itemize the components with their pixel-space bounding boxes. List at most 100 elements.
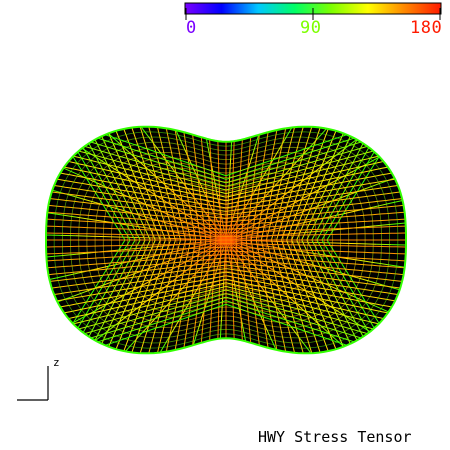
mesh-meridian-segment [175, 129, 181, 140]
plot-caption: HWY Stress Tensor [258, 428, 412, 446]
mesh-meridian-segment [153, 218, 169, 224]
mesh-meridian-segment [220, 248, 224, 258]
mesh-meridian-segment [181, 305, 189, 316]
mesh-meridian-segment [235, 248, 246, 259]
axis-label-z: z [53, 356, 60, 369]
mesh-meridian-segment [303, 343, 312, 354]
mesh-meridian-segment [176, 173, 184, 184]
mesh-meridian-segment [317, 128, 327, 139]
mesh-meridian-segment [180, 238, 197, 240]
axis-indicator: z [17, 356, 60, 401]
mesh-meridian-segment [285, 277, 299, 287]
stress-tensor-surface[interactable] [37, 108, 415, 373]
mesh-row-line [46, 264, 406, 291]
mesh-row-line [46, 139, 406, 191]
mesh-meridian-segment [71, 291, 86, 298]
mesh-ring [209, 229, 243, 251]
mesh-meridian-segment [299, 219, 315, 225]
mesh-meridian-segment [309, 137, 319, 148]
surface-rim [45, 125, 407, 355]
mesh-row-line [46, 161, 406, 202]
mesh-meridian-segment [196, 240, 212, 244]
mesh-meridian-segment [241, 324, 245, 333]
mesh-row-line [46, 218, 406, 230]
mesh-ring [201, 224, 251, 256]
mesh-meridian-segment [271, 340, 277, 351]
mesh-meridian-segment [153, 193, 167, 203]
mesh-ring [184, 213, 268, 267]
mesh-meridian-segment [387, 200, 403, 205]
mesh-ring [217, 234, 235, 246]
mesh-meridian-segment [141, 186, 155, 195]
mesh-row-line [46, 250, 406, 262]
mesh-row-line [46, 126, 406, 180]
mesh-meridian-segment [166, 295, 177, 306]
mesh-meridian-segment [179, 139, 185, 149]
mesh-row-line [46, 232, 406, 237]
mesh-meridian-segment [159, 342, 167, 353]
mesh-ring [168, 203, 284, 277]
mesh-meridian-segment [61, 253, 77, 257]
mesh-row-line [46, 278, 406, 319]
mesh-meridian-segment [374, 262, 390, 266]
mesh-row-line [46, 282, 406, 327]
mesh-meridian-segment [330, 242, 347, 244]
mesh-row-line [46, 210, 406, 227]
mesh-meridian-segment [133, 332, 143, 343]
mesh-ring [53, 131, 399, 349]
mesh-meridian-segment [255, 240, 272, 242]
mesh-meridian-segment [137, 255, 153, 261]
mesh-meridian-segment [207, 147, 211, 156]
mesh-meridian-segment [166, 186, 178, 196]
mesh-meridian-segment [375, 223, 391, 227]
mesh-meridian-segment [283, 256, 299, 262]
mesh-ring [192, 219, 260, 261]
mesh-meridian-segment [121, 223, 137, 227]
colorbar-label-min: 0 [186, 18, 197, 38]
mesh-meridian-segment [372, 203, 388, 208]
mesh-ring [94, 157, 358, 323]
mesh-meridian-segment [297, 285, 311, 294]
mesh-meridian-segment [366, 182, 381, 189]
mesh-ring [160, 198, 292, 282]
mesh-row-line [46, 189, 406, 216]
mesh-meridian-segment [300, 231, 316, 234]
mesh-meridian-segment [275, 174, 286, 185]
mesh-ring [143, 188, 309, 292]
colorbar-label-max: 180 [410, 18, 443, 38]
mesh-meridian-segment [240, 236, 256, 240]
mesh-ring [62, 136, 390, 344]
mesh-meridian-segment [136, 246, 152, 249]
mesh-meridian-segment [64, 272, 80, 277]
mesh-meridian-segment [227, 248, 230, 257]
mesh-meridian-segment [285, 127, 293, 138]
mesh-row-line [46, 243, 406, 248]
mesh-meridian-segment [140, 126, 149, 137]
mesh-row-line [46, 268, 406, 298]
mesh-meridian-segment [121, 248, 137, 251]
mesh-row-line [46, 225, 406, 234]
mesh-row-line [46, 300, 406, 354]
colorbar [184, 2, 442, 20]
mesh-ring [119, 172, 333, 308]
mesh-meridian-segment [49, 275, 65, 280]
mesh-ring [70, 141, 382, 339]
mesh-meridian-segment [206, 221, 217, 232]
mesh-meridian-segment [267, 331, 273, 341]
mesh-meridian-segment [315, 229, 331, 232]
mesh-ring [102, 162, 350, 318]
mesh-meridian-segment [268, 296, 276, 307]
mesh-meridian-segment [269, 197, 281, 207]
mesh-ring [135, 182, 317, 298]
mesh-meridian-segment [72, 315, 86, 324]
mesh-ring [86, 151, 366, 329]
mesh-ring [111, 167, 341, 313]
mesh-meridian-segment [309, 293, 323, 302]
mesh-meridian-segment [280, 189, 292, 199]
colorbar-label-mid: 90 [300, 18, 322, 38]
mesh-meridian-segment [46, 255, 62, 258]
mesh-meridian-segment [171, 273, 183, 283]
mesh-meridian-segment [370, 281, 386, 287]
mesh-ring [127, 177, 325, 303]
